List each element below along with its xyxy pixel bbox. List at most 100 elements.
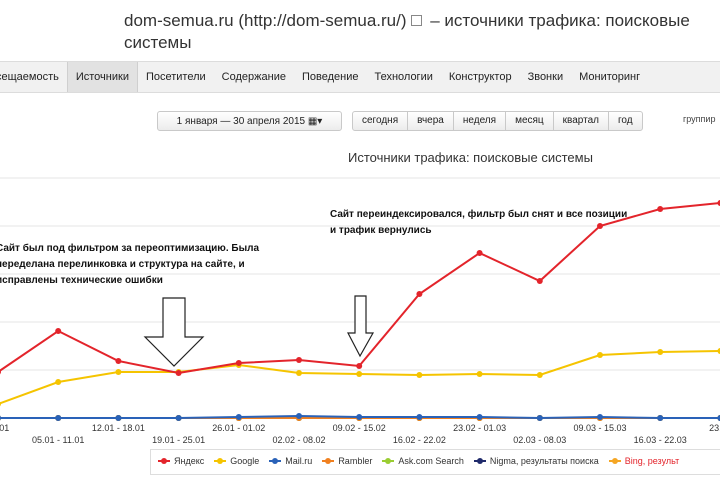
series-1-point-12: [717, 348, 720, 354]
series-2-point-9: [536, 415, 543, 421]
page-title: dom-semua.ru (http://dom-semua.ru/) – ис…: [124, 10, 720, 54]
series-2-point-1: [55, 415, 62, 421]
legend-label: Яндекс: [174, 456, 205, 466]
x-tick-label-10: 09.03 - 15.03: [573, 423, 626, 433]
legend-marker-icon: [322, 457, 335, 465]
chart-title: Источники трафика: поисковые системы: [348, 150, 593, 165]
down-arrow-small: [347, 295, 375, 358]
period-switcher: сегодня вчера неделя месяц квартал год: [352, 111, 643, 131]
legend-label: Bing, результ: [624, 456, 680, 466]
x-tick-label-4: 26.01 - 01.02: [212, 423, 265, 433]
series-2-point-10: [597, 414, 603, 420]
report-nav: сещаемость Источники Посетители Содержан…: [0, 61, 720, 93]
series-2-point-11: [657, 415, 664, 421]
x-tick-label-3: 19.01 - 25.01: [152, 435, 205, 445]
series-1-point-6: [356, 371, 363, 377]
series-2-point-7: [416, 414, 423, 420]
x-tick-label-8: 23.02 - 01.03: [453, 423, 506, 433]
x-tick-label-12: 23.03: [709, 423, 720, 433]
series-2-point-8: [476, 414, 483, 420]
series-0-point-1: [55, 328, 62, 334]
tab-behavior[interactable]: Поведение: [301, 71, 359, 83]
calendar-icon: ▦▾: [307, 116, 323, 127]
period-week-button[interactable]: неделя: [454, 112, 507, 130]
legend-item-2[interactable]: Mail.ru: [269, 456, 312, 466]
title-suffix: – источники трафика: поисковые системы: [124, 11, 690, 52]
period-year-button[interactable]: год: [618, 115, 633, 126]
series-0-point-7: [416, 291, 423, 297]
series-1-point-10: [597, 352, 603, 358]
legend-label: Google: [230, 456, 260, 466]
legend-marker-icon: [158, 457, 170, 465]
legend-marker-icon: [269, 457, 282, 465]
series-2-point-3: [175, 415, 182, 421]
series-1-point-9: [536, 372, 543, 378]
series-0-point-9: [536, 278, 543, 284]
x-tick-label-2: 12.01 - 18.01: [92, 423, 145, 433]
series-0-point-0: [0, 369, 1, 375]
tab-constructor[interactable]: Конструктор: [448, 71, 512, 83]
series-2-point-6: [356, 414, 363, 420]
tab-technologies[interactable]: Технологии: [374, 71, 433, 83]
chart-series: [0, 200, 720, 421]
tab-visitors[interactable]: Посетители: [145, 71, 206, 83]
grouping-label[interactable]: группир: [683, 114, 716, 124]
legend-label: Ask.com Search: [398, 456, 464, 466]
legend-item-0[interactable]: Яндекс: [158, 456, 204, 466]
legend-frame: [150, 449, 720, 475]
tab-calls[interactable]: Звонки: [527, 71, 564, 83]
x-tick-label-7: 16.02 - 22.02: [393, 435, 446, 445]
legend-marker-icon: [608, 457, 621, 465]
external-link-icon[interactable]: [410, 15, 422, 26]
series-0-point-11: [657, 206, 664, 212]
legend-marker-icon: [473, 457, 486, 465]
series-line-1: [0, 350, 720, 405]
x-tick-label-11: 16.03 - 22.03: [634, 435, 687, 445]
legend-item-1[interactable]: Google: [214, 456, 259, 466]
series-1-point-5: [296, 370, 302, 376]
site-name: dom-semua.ru: [124, 11, 234, 30]
chart-legend: Яндекс Google Mail.ru Rambler Ask.com Search…: [158, 456, 689, 466]
series-0-point-2: [115, 358, 122, 364]
series-1-point-0: [0, 401, 1, 407]
tab-visits[interactable]: сещаемость: [0, 71, 59, 83]
x-tick-label-1: 05.01 - 11.01: [32, 435, 84, 445]
legend-item-3[interactable]: Rambler: [322, 456, 372, 466]
annotation-arrows: [143, 295, 375, 367]
x-axis-labels: 04.01 05.01 - 11.01 12.01 - 18.01 19.01 - 2…: [0, 423, 720, 445]
series-0-point-10: [597, 223, 603, 229]
series-2-point-2: [115, 415, 122, 421]
series-0-point-5: [296, 357, 302, 363]
date-range-picker[interactable]: 1 января — 30 апреля 2015 ▦▾: [157, 111, 342, 131]
x-tick-label-0: 04.01: [0, 423, 9, 433]
legend-item-6[interactable]: Bing, результ: [608, 456, 680, 466]
annotation-filter: Сайт был под фильтром за переоптимизацию…: [0, 243, 260, 286]
legend-item-4[interactable]: Ask.com Search: [382, 456, 464, 466]
date-range-label: 1 января — 30 апреля 2015: [176, 116, 306, 127]
x-tick-label-9: 02.03 - 08.03: [513, 435, 566, 445]
tab-monitoring[interactable]: Мониторинг: [579, 71, 641, 83]
period-today-button[interactable]: сегодня: [353, 112, 409, 130]
series-2-point-0: [0, 415, 1, 421]
period-yesterday-button[interactable]: вчера: [408, 112, 454, 130]
series-0-point-4: [235, 360, 242, 366]
series-1-point-11: [657, 349, 664, 355]
period-month-button[interactable]: месяц: [506, 112, 554, 130]
legend-item-5[interactable]: Nigma, результаты поиска: [473, 456, 599, 466]
series-0-point-12: [717, 200, 720, 206]
legend-label: Nigma, результаты поиска: [489, 456, 599, 466]
series-0-point-8: [476, 250, 483, 256]
x-tick-label-5: 02.02 - 08.02: [272, 435, 325, 445]
tab-sources[interactable]: Источники: [66, 62, 138, 92]
series-0-point-6: [356, 363, 363, 369]
tab-content[interactable]: Содержание: [221, 71, 286, 83]
legend-marker-icon: [214, 457, 227, 465]
series-0-point-3: [175, 370, 182, 376]
series-1-point-7: [416, 372, 423, 378]
series-1-point-2: [115, 369, 122, 375]
series-1-point-8: [476, 371, 483, 377]
legend-marker-icon: [382, 457, 395, 465]
legend-label: Rambler: [338, 456, 373, 466]
period-quarter-button[interactable]: квартал: [554, 112, 609, 130]
